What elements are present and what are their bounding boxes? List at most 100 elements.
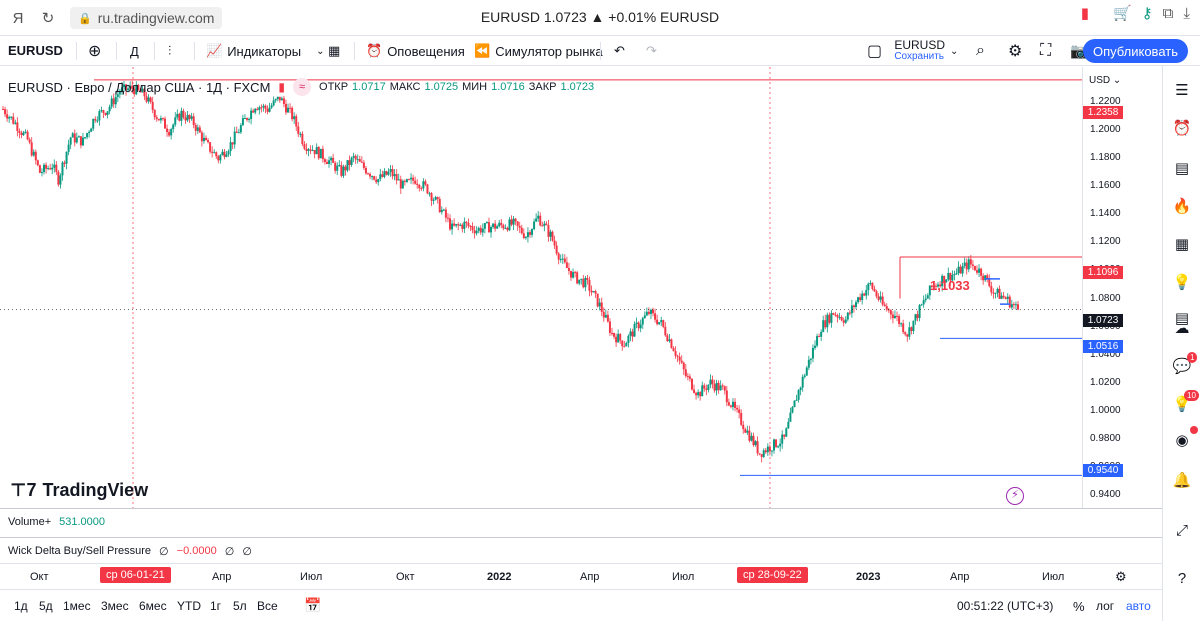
symbol-search-button[interactable]: EURUSD xyxy=(8,43,63,58)
clock[interactable]: 00:51:22 (UTC+3) xyxy=(957,599,1054,613)
candle-body xyxy=(485,222,488,224)
symbol-title[interactable]: EURUSD · Евро / Доллар США · 1Д · FXCM xyxy=(8,79,271,95)
bookmark-icon[interactable]: ▮ xyxy=(1080,5,1089,22)
chart-pane[interactable] xyxy=(0,67,1082,509)
undo-icon: ↶ xyxy=(614,43,625,58)
chevron-down-icon: ⌄ xyxy=(1112,75,1122,86)
compare-add-button[interactable]: ⊕ xyxy=(88,36,101,66)
wick-value-4: ∅ xyxy=(242,546,252,558)
replay-button[interactable]: ⏪ Симулятор рынка xyxy=(474,36,603,66)
layout-menu-button[interactable]: ⌄ xyxy=(950,36,958,66)
candle-body xyxy=(1002,295,1005,298)
currency-text: USD xyxy=(1089,75,1111,86)
help-icon[interactable]: ? xyxy=(1177,569,1187,587)
hotlist-icon[interactable]: 🔥 xyxy=(1172,198,1192,215)
range-5d[interactable]: 5д xyxy=(39,599,53,613)
calendar-icon[interactable]: ▦ xyxy=(1174,236,1190,253)
ideas-bulb-icon[interactable]: 💡 xyxy=(1172,274,1192,291)
range-1m[interactable]: 1мес xyxy=(63,599,91,613)
extensions-icon[interactable]: ⧉ xyxy=(1162,4,1174,22)
candle-body xyxy=(697,392,700,396)
date-range-icon[interactable]: 📅 xyxy=(304,597,322,613)
object-tree-icon[interactable]: ▤ xyxy=(1174,160,1190,177)
yandex-icon[interactable]: Я xyxy=(12,9,24,27)
range-1d[interactable]: 1д xyxy=(14,599,28,613)
undo-button[interactable]: ↶ xyxy=(614,36,625,66)
price-chart[interactable] xyxy=(0,67,1082,509)
volume-indicator[interactable]: Volume+ 531.0000 xyxy=(8,516,105,528)
candle-body xyxy=(937,284,940,287)
redo-button[interactable]: ↷ xyxy=(646,36,657,66)
address-bar[interactable]: 🔒 ru.tradingview.com xyxy=(70,7,223,29)
alerts-button[interactable]: ⏰ Оповещения xyxy=(366,36,465,66)
candle-body xyxy=(153,110,156,118)
indicators-button[interactable]: 📈 Индикаторы ⌄ xyxy=(206,36,324,66)
candle-body xyxy=(301,133,304,145)
time-label: Окт xyxy=(30,571,49,583)
candle-body xyxy=(110,98,113,107)
range-5y[interactable]: 5л xyxy=(233,599,247,613)
currency-label[interactable]: USD ⌄ xyxy=(1089,75,1121,86)
expand-icon[interactable]: ⤢ xyxy=(1175,521,1188,539)
layout-name[interactable]: EURUSD Сохранить xyxy=(894,39,945,63)
candle-body xyxy=(660,320,663,323)
cloud-chat-icon[interactable]: ☁ xyxy=(1174,320,1190,337)
auto-toggle[interactable]: авто xyxy=(1126,599,1151,613)
price-axis[interactable]: USD ⌄ xyxy=(1082,67,1162,509)
candle-body xyxy=(36,160,39,166)
candle-body xyxy=(684,369,687,377)
candle-body xyxy=(818,336,821,338)
alarm-icon[interactable]: ⏰ xyxy=(1172,120,1192,137)
range-3m[interactable]: 3мес xyxy=(101,599,129,613)
candle-body xyxy=(328,160,331,164)
settings-button[interactable]: ⚙ xyxy=(1008,36,1022,66)
candle-body xyxy=(14,122,17,124)
publish-button[interactable]: Опубликовать xyxy=(1082,39,1188,63)
time-axis-settings-icon[interactable]: ⚙ xyxy=(1115,569,1127,584)
chat-icon[interactable]: 💬 xyxy=(1172,358,1192,375)
candle-body xyxy=(465,221,468,223)
fullscreen-button[interactable]: ⛶ xyxy=(1040,36,1051,66)
watchlist-icon[interactable]: ☰ xyxy=(1175,82,1189,99)
candle-body xyxy=(205,137,207,141)
candle-body xyxy=(850,305,853,314)
candle-body xyxy=(387,171,390,175)
chart-type-button[interactable]: ⫶ xyxy=(168,36,171,66)
key-icon[interactable]: ⚷ xyxy=(1141,5,1153,22)
price-annotation[interactable]: 1,1033 xyxy=(930,278,970,293)
lightning-icon[interactable]: ⚡ xyxy=(1006,487,1024,505)
candle-body xyxy=(1010,304,1013,308)
candle-body xyxy=(362,162,365,168)
time-axis[interactable]: Окт ср 06-01-21 Апр Июл Окт 2022 Апр Июл… xyxy=(0,563,1162,589)
percent-toggle[interactable]: % xyxy=(1073,599,1085,614)
candle-body xyxy=(100,110,103,112)
log-toggle[interactable]: лог xyxy=(1096,599,1115,613)
reload-icon[interactable]: ↻ xyxy=(41,10,55,27)
layouts-button[interactable]: ▦ xyxy=(328,36,340,66)
candle-body xyxy=(887,309,890,311)
range-all[interactable]: Все xyxy=(257,599,278,613)
download-icon[interactable]: ⤓ xyxy=(1183,4,1190,22)
notifications-icon[interactable]: 🔔 xyxy=(1172,472,1192,489)
candle-body xyxy=(916,314,919,319)
range-6m[interactable]: 6мес xyxy=(139,599,167,613)
range-1y[interactable]: 1г xyxy=(210,599,222,613)
wick-delta-indicator[interactable]: Wick Delta Buy/Sell Pressure ∅ −0.0000 ∅… xyxy=(8,545,252,558)
flag-icon[interactable]: ▮ xyxy=(278,80,286,94)
time-label: Июл xyxy=(300,571,323,583)
streams-icon[interactable]: ◉ xyxy=(1175,432,1189,449)
indicators-label: Индикаторы xyxy=(227,43,302,59)
plus-circle-icon: ⊕ xyxy=(88,43,102,60)
candle-body xyxy=(951,274,954,281)
candle-body xyxy=(736,407,739,410)
rewind-icon: ⏪ xyxy=(474,43,491,58)
range-ytd[interactable]: YTD xyxy=(177,599,201,613)
cart-icon[interactable]: 🛒 xyxy=(1112,5,1132,22)
interval-button[interactable]: Д xyxy=(130,43,139,59)
notes-icon[interactable]: ▤ xyxy=(1174,310,1190,327)
search-button[interactable]: ⌕ xyxy=(976,36,985,66)
candle-body xyxy=(629,331,632,336)
sync-icon[interactable]: ≈ xyxy=(293,78,312,96)
fullscreen-layout-button[interactable]: ▢ xyxy=(867,36,882,66)
tradingview-logo[interactable]: ⊤7 TradingView xyxy=(10,480,148,501)
